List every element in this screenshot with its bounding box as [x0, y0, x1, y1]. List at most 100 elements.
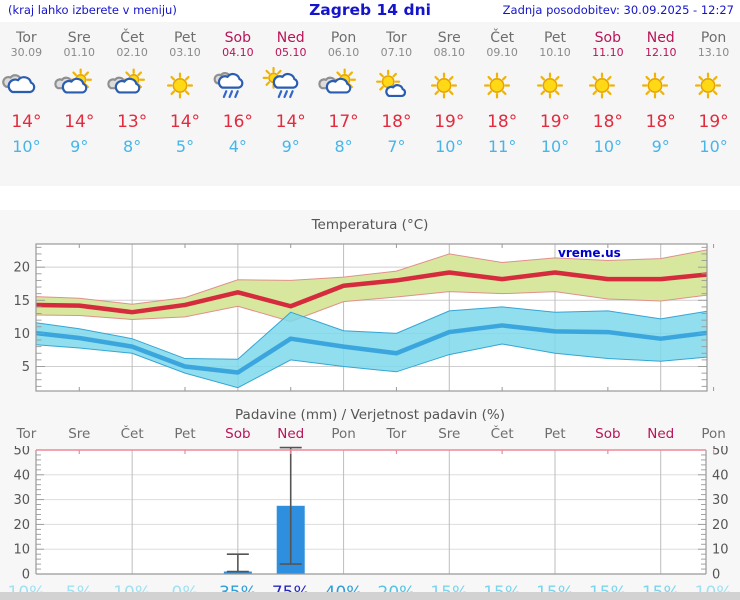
day-name: Pon: [330, 30, 357, 46]
weather-icon-rain: [213, 72, 244, 99]
svg-text:5: 5: [22, 360, 30, 375]
forecast-day-column[interactable]: Tor 30.09 14° 10°: [0, 22, 53, 186]
forecast-day-column[interactable]: Pon 13.10 19° 10°: [687, 22, 740, 186]
weather-icon-sunny: [483, 72, 510, 99]
min-temp: 7°: [387, 137, 406, 156]
min-temp: 8°: [334, 137, 353, 156]
forecast-day-column[interactable]: Pet 10.10 19° 10°: [529, 22, 582, 186]
page-title: Zagreb 14 dni: [309, 1, 431, 19]
svg-text:0: 0: [712, 568, 720, 583]
day-name: Čet: [120, 30, 145, 46]
forecast-day-column[interactable]: Sre 08.10 19° 10°: [423, 22, 476, 186]
max-temp: 17°: [328, 112, 359, 132]
precip-day-labels-row: Tor Sre Čet Pet Sob Ned Pon Tor Sre Čet Pet Sob Ned P…: [0, 426, 740, 446]
forecast-day-column[interactable]: Pet 03.10 14° 5°: [159, 22, 212, 186]
min-temp: 4°: [228, 137, 247, 156]
min-temp: 10°: [435, 137, 464, 156]
precip-day-label: Pon: [701, 426, 726, 442]
day-name: Tor: [386, 30, 407, 46]
temperature-chart-title: Temperatura (°C): [311, 217, 429, 233]
weather-icon-partly-cloudy: [54, 68, 92, 94]
weather-icon-cloudy: [2, 74, 36, 94]
weather-icon-wrap: [476, 70, 529, 108]
charts-section: Temperatura (°C) 5 10 15 20 vreme.us Padavi…: [0, 210, 740, 600]
max-temp: 19°: [434, 112, 465, 132]
precip-day-label: Čet: [120, 426, 144, 442]
min-temp: 5°: [175, 137, 195, 156]
brand-link[interactable]: vreme.us: [558, 246, 621, 260]
precip-day-label: Pet: [174, 426, 196, 442]
max-temp: 18°: [645, 112, 676, 132]
precipitation-chart: 0 0 10 10 20 20 30 30 40 40 50 50: [13, 446, 729, 583]
svg-text:15: 15: [13, 294, 30, 309]
precip-day-label: Sob: [225, 426, 251, 442]
weather-icon-sunny: [166, 72, 193, 99]
svg-text:30: 30: [712, 493, 729, 508]
weather-icon-wrap: [262, 66, 317, 108]
forecast-day-column[interactable]: Čet 09.10 18° 11°: [476, 22, 529, 186]
day-date: 07.10: [380, 46, 413, 59]
weather-icon-mostly-sunny: [376, 69, 407, 98]
day-name: Ned: [646, 30, 675, 46]
svg-text:50: 50: [712, 446, 729, 459]
svg-text:20: 20: [13, 518, 30, 533]
weather-icon-sun-rain: [262, 66, 299, 99]
forecast-day-column[interactable]: Tor 07.10 18° 7°: [370, 22, 423, 186]
weather-icon-wrap: [0, 70, 53, 108]
day-date: 03.10: [169, 46, 201, 59]
max-temp: 18°: [487, 112, 518, 132]
min-temp: 10°: [699, 137, 728, 156]
forecast-strip: Tor 30.09 14° 10° Sre 01.10 14° 9° Čet 02.10 13° 8°…: [0, 22, 740, 186]
max-temp: 18°: [592, 112, 623, 132]
temperature-chart: 5 10 15 20 vreme.us: [13, 243, 715, 392]
svg-text:10: 10: [712, 543, 729, 558]
forecast-day-column[interactable]: Sre 01.10 14° 9°: [53, 22, 106, 186]
weather-icon-wrap: [159, 70, 212, 108]
weather-icon-wrap: [211, 70, 264, 108]
day-name: Pon: [700, 30, 727, 46]
svg-text:0: 0: [22, 568, 30, 583]
weather-icon-sunny: [589, 72, 616, 99]
weather-icon-wrap: [687, 70, 740, 108]
forecast-day-column[interactable]: Sob 11.10 18° 10°: [581, 22, 634, 186]
day-date: 30.09: [10, 46, 43, 59]
weather-icon-wrap: [581, 70, 634, 108]
max-temp: 14°: [64, 112, 95, 132]
weather-icon-wrap: [634, 70, 687, 108]
day-date: 09.10: [486, 46, 518, 59]
weather-icon-sunny: [695, 72, 722, 99]
weather-icon-sunny: [430, 72, 457, 99]
day-date: 04.10: [222, 46, 254, 59]
min-temp: 8°: [123, 137, 142, 156]
forecast-day-column[interactable]: Čet 02.10 13° 8°: [106, 22, 159, 186]
day-date: 01.10: [63, 46, 96, 59]
svg-text:20: 20: [13, 261, 30, 276]
weather-icon-wrap: [106, 68, 159, 108]
precip-day-label: Pon: [331, 426, 356, 442]
precip-day-label: Tor: [386, 426, 407, 442]
precip-day-label: Sre: [68, 426, 91, 442]
precip-day-label: Tor: [16, 426, 37, 442]
svg-text:40: 40: [712, 468, 729, 483]
svg-text:40: 40: [13, 468, 30, 483]
day-name: Sre: [437, 30, 461, 46]
precip-day-label: Ned: [277, 426, 305, 442]
precip-day-label: Ned: [647, 426, 675, 442]
min-temp: 9°: [281, 137, 300, 156]
max-temp: 14°: [11, 112, 42, 132]
forecast-day-column[interactable]: Pon 06.10 17° 8°: [317, 22, 370, 186]
weather-icon-wrap: [529, 70, 582, 108]
last-updated-text: Zadnja posodobitev: 30.09.2025 - 12:27: [502, 3, 734, 17]
svg-text:10: 10: [13, 543, 30, 558]
day-date: 12.10: [644, 46, 677, 59]
day-name: Sob: [594, 30, 622, 46]
max-temp: 13°: [117, 112, 148, 132]
max-temp: 14°: [275, 112, 306, 132]
forecast-day-column[interactable]: Sob 04.10 16° 4°: [211, 22, 264, 186]
forecast-day-column[interactable]: Ned 12.10 18° 9°: [634, 22, 687, 186]
max-temp: 14°: [169, 112, 201, 132]
location-menu-hint: (kraj lahko izberete v meniju): [8, 3, 177, 17]
precip-day-label: Čet: [490, 426, 514, 442]
day-name: Čet: [490, 30, 515, 46]
forecast-day-column[interactable]: Ned 05.10 14° 9°: [262, 22, 317, 186]
